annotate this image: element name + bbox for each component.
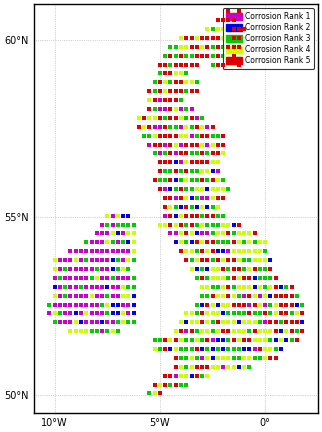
Legend: Corrosion Rank 1, Corrosion Rank 2, Corrosion Rank 3, Corrosion Rank 4, Corrosio: Corrosion Rank 1, Corrosion Rank 2, Corr…	[223, 8, 314, 69]
